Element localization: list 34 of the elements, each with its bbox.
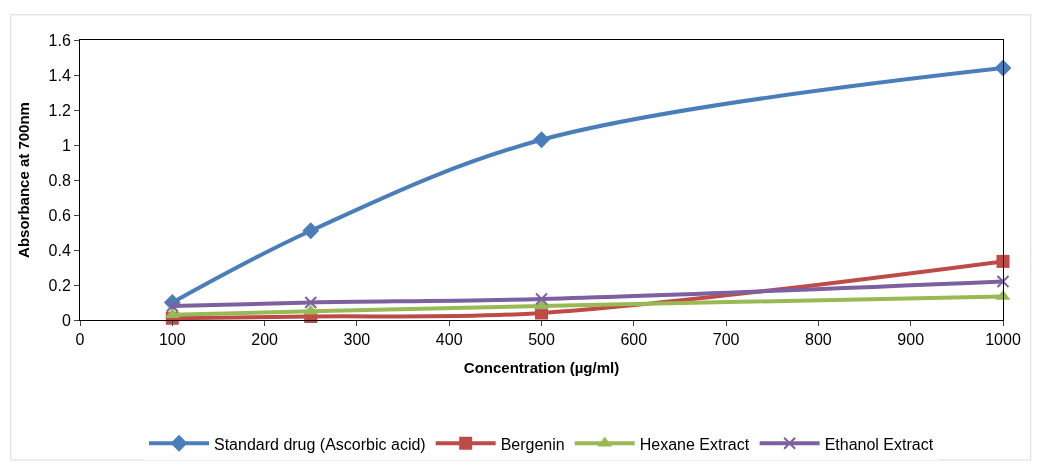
- y-tick-label: 1.4: [48, 66, 71, 84]
- y-tick-label: 0: [61, 311, 71, 329]
- point: [996, 254, 1010, 268]
- y-tick-label: 1.6: [48, 31, 71, 49]
- x-tick-label: 600: [620, 331, 648, 349]
- x-tick-label: 500: [528, 331, 555, 349]
- x-tick-label: 300: [343, 331, 371, 349]
- y-tick-label: 1.2: [48, 101, 71, 119]
- x-tick-label: 400: [435, 331, 463, 349]
- legend-label: Hexane Extract: [639, 435, 750, 453]
- x-tick-label: 1000: [985, 331, 1021, 349]
- legend-label: Standard drug (Ascorbic acid): [214, 435, 426, 453]
- x-tick-label: 900: [897, 331, 925, 349]
- point: [304, 296, 318, 309]
- point: [302, 222, 320, 240]
- y-tick-label: 1: [61, 136, 71, 154]
- x-tick-label: 200: [251, 331, 279, 349]
- legend-label: Ethanol Extract: [824, 435, 934, 453]
- point: [535, 292, 548, 306]
- point: [533, 131, 550, 149]
- y-tick-label: 0.6: [48, 206, 71, 224]
- point: [994, 59, 1012, 77]
- point: [165, 299, 179, 313]
- x-tick-label: 0: [75, 331, 85, 349]
- x-tick-label: 100: [158, 331, 186, 349]
- x-tick-label: 800: [805, 331, 832, 349]
- x-axis-title: Concentration (µg/ml): [463, 359, 620, 377]
- y-tick-label: 0.8: [48, 171, 71, 189]
- y-axis-title: Absorbance at 700nm: [14, 102, 32, 258]
- x-tick-label: 700: [712, 331, 740, 349]
- point: [996, 275, 1010, 288]
- y-tick-label: 0.2: [48, 276, 71, 294]
- legend-label: Bergenin: [500, 435, 565, 453]
- y-tick-label: 0.4: [48, 241, 71, 259]
